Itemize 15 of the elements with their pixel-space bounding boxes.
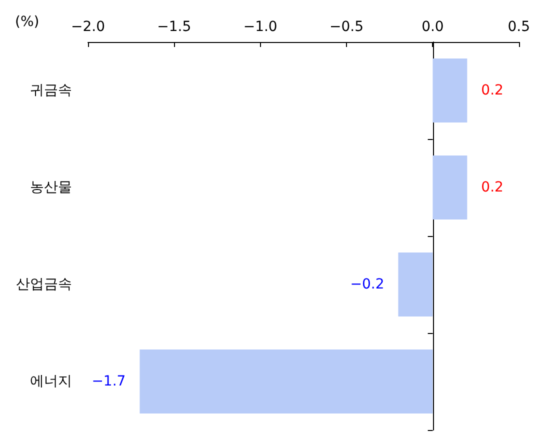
y-tick-label: 에너지 bbox=[30, 374, 72, 390]
y-tick-label: 산업금속 bbox=[16, 276, 72, 292]
x-tick-label: 0.5 bbox=[508, 19, 530, 35]
y-tick-label: 농산물 bbox=[30, 180, 72, 196]
x-tick-label: −1.5 bbox=[157, 19, 192, 35]
x-tick-label: −0.5 bbox=[330, 19, 364, 35]
x-tick-label: 0.0 bbox=[422, 19, 444, 35]
data-label: 0.2 bbox=[481, 180, 504, 196]
data-label: 0.2 bbox=[481, 82, 504, 98]
data-label: −0.2 bbox=[350, 276, 384, 292]
data-label: −1.7 bbox=[92, 374, 126, 390]
x-tick-label: −2.0 bbox=[71, 19, 105, 35]
x-axis-title: (%) bbox=[15, 14, 40, 30]
x-tick-label: −1.0 bbox=[243, 19, 278, 35]
y-tick-label: 귀금속 bbox=[30, 82, 72, 98]
